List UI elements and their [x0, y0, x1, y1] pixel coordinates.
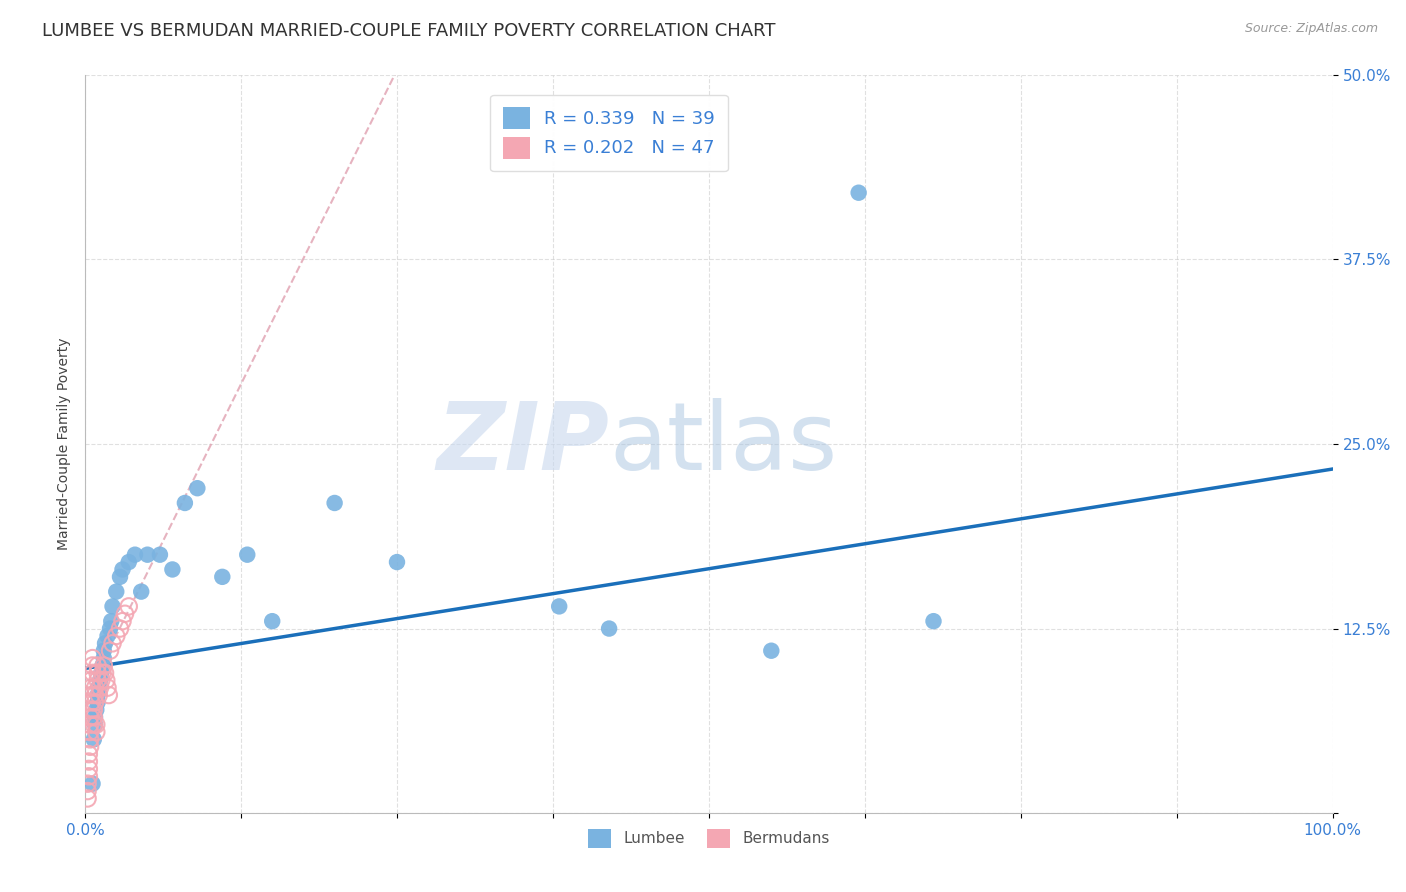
Point	[79, 725, 101, 739]
Point	[76, 777, 98, 791]
Point	[96, 629, 118, 643]
Point	[79, 739, 101, 754]
Point	[84, 688, 107, 702]
Point	[84, 710, 107, 724]
Point	[86, 673, 108, 688]
Point	[111, 614, 134, 628]
Point	[100, 614, 122, 628]
Point	[98, 622, 121, 636]
Point	[91, 658, 114, 673]
Point	[84, 725, 107, 739]
Point	[80, 688, 103, 702]
Point	[136, 548, 159, 562]
Point	[79, 732, 101, 747]
Point	[82, 665, 104, 680]
Point	[80, 681, 103, 695]
Point	[118, 555, 141, 569]
Point	[76, 784, 98, 798]
Point	[922, 614, 945, 628]
Point	[186, 481, 208, 495]
Point	[90, 665, 112, 680]
Point	[87, 688, 110, 702]
Point	[236, 548, 259, 562]
Point	[86, 695, 108, 709]
Point	[86, 688, 108, 702]
Point	[149, 548, 172, 562]
Point	[105, 584, 128, 599]
Point	[114, 607, 136, 621]
Y-axis label: Married-Couple Family Poverty: Married-Couple Family Poverty	[58, 338, 72, 550]
Point	[93, 651, 115, 665]
Point	[83, 703, 105, 717]
Point	[124, 548, 146, 562]
Point	[162, 562, 184, 576]
Point	[105, 629, 128, 643]
Point	[90, 673, 112, 688]
Point	[108, 570, 131, 584]
Point	[84, 681, 107, 695]
Point	[79, 717, 101, 731]
Point	[77, 755, 100, 769]
Point	[84, 717, 107, 731]
Point	[111, 562, 134, 576]
Point	[96, 681, 118, 695]
Point	[86, 658, 108, 673]
Point	[93, 658, 115, 673]
Point	[385, 555, 408, 569]
Point	[848, 186, 870, 200]
Point	[94, 665, 117, 680]
Point	[84, 717, 107, 731]
Point	[761, 644, 783, 658]
Point	[108, 622, 131, 636]
Point	[83, 717, 105, 731]
Point	[83, 732, 105, 747]
Point	[173, 496, 195, 510]
Point	[82, 777, 104, 791]
Point	[211, 570, 233, 584]
Text: LUMBEE VS BERMUDAN MARRIED-COUPLE FAMILY POVERTY CORRELATION CHART: LUMBEE VS BERMUDAN MARRIED-COUPLE FAMILY…	[42, 22, 776, 40]
Point	[83, 710, 105, 724]
Point	[79, 710, 101, 724]
Point	[548, 599, 571, 614]
Point	[84, 695, 107, 709]
Text: ZIP: ZIP	[436, 398, 609, 490]
Point	[87, 681, 110, 695]
Text: Source: ZipAtlas.com: Source: ZipAtlas.com	[1244, 22, 1378, 36]
Point	[82, 651, 104, 665]
Point	[84, 703, 107, 717]
Point	[80, 673, 103, 688]
Point	[97, 688, 120, 702]
Point	[89, 673, 111, 688]
Text: atlas: atlas	[609, 398, 838, 490]
Point	[101, 599, 124, 614]
Point	[94, 636, 117, 650]
Point	[77, 762, 100, 776]
Point	[86, 665, 108, 680]
Point	[118, 599, 141, 614]
Point	[96, 673, 118, 688]
Point	[101, 636, 124, 650]
Point	[598, 622, 620, 636]
Point	[93, 644, 115, 658]
Legend: Lumbee, Bermudans: Lumbee, Bermudans	[582, 822, 837, 854]
Point	[98, 644, 121, 658]
Point	[89, 681, 111, 695]
Point	[82, 658, 104, 673]
Point	[323, 496, 346, 510]
Point	[77, 747, 100, 761]
Point	[91, 665, 114, 680]
Point	[80, 695, 103, 709]
Point	[80, 703, 103, 717]
Point	[76, 791, 98, 805]
Point	[77, 769, 100, 783]
Point	[262, 614, 284, 628]
Point	[129, 584, 152, 599]
